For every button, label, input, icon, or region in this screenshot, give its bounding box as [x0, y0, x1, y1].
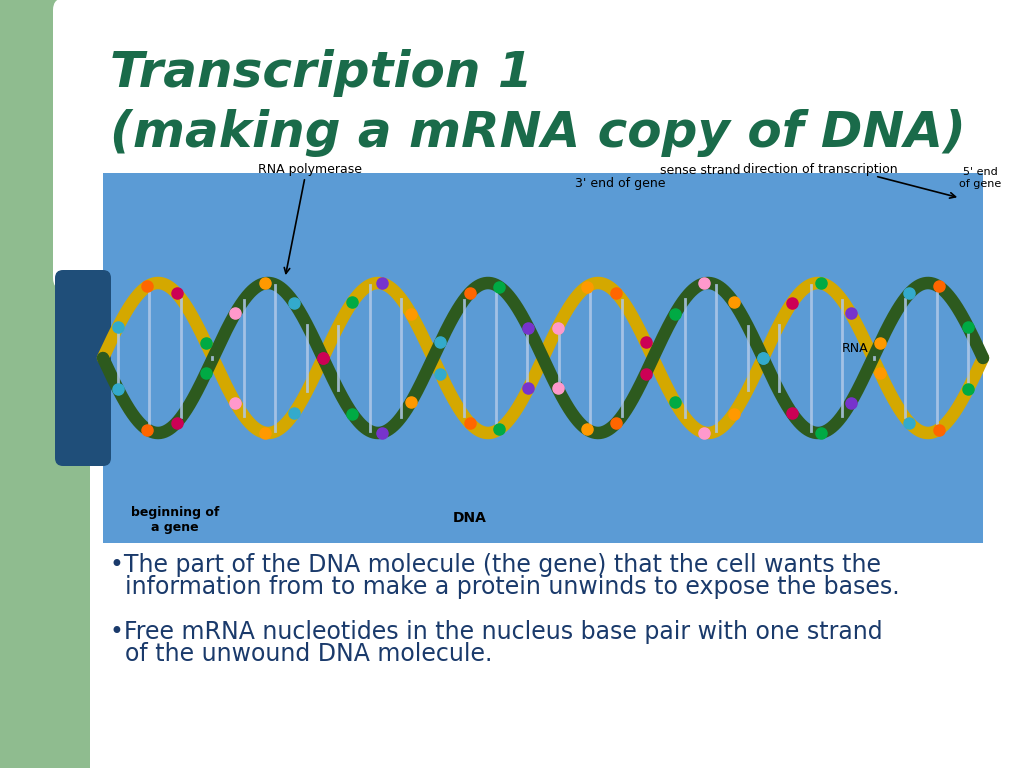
Text: DNA: DNA — [453, 511, 487, 525]
Text: RNA: RNA — [842, 342, 868, 355]
Text: sense strand: sense strand — [659, 164, 740, 177]
Text: beginning of
a gene: beginning of a gene — [131, 506, 219, 534]
FancyBboxPatch shape — [55, 270, 111, 466]
Text: RNA polymerase: RNA polymerase — [258, 164, 362, 177]
Bar — [0, 0, 370, 278]
Text: •Free mRNA nucleotides in the nucleus base pair with one strand: •Free mRNA nucleotides in the nucleus ba… — [110, 620, 883, 644]
Text: 3' end of gene: 3' end of gene — [574, 177, 666, 190]
Text: (making a mRNA copy of DNA): (making a mRNA copy of DNA) — [110, 109, 966, 157]
Text: 5' end
of gene: 5' end of gene — [958, 167, 1001, 189]
Text: of the unwound DNA molecule.: of the unwound DNA molecule. — [110, 642, 493, 666]
Text: direction of transcription: direction of transcription — [742, 164, 897, 177]
FancyBboxPatch shape — [53, 0, 1012, 290]
Text: Transcription 1: Transcription 1 — [110, 49, 532, 97]
Text: information from to make a protein unwinds to expose the bases.: information from to make a protein unwin… — [110, 575, 900, 599]
Bar — [0, 0, 90, 768]
Bar — [103, 173, 983, 543]
Text: •The part of the DNA molecule (the gene) that the cell wants the: •The part of the DNA molecule (the gene)… — [110, 553, 881, 577]
